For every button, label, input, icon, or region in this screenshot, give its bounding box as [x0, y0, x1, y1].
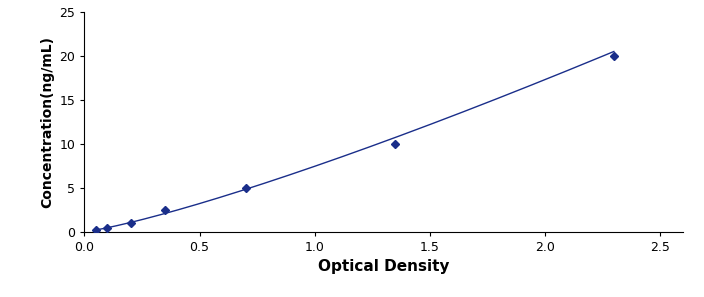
X-axis label: Optical Density: Optical Density [318, 259, 449, 274]
Y-axis label: Concentration(ng/mL): Concentration(ng/mL) [40, 36, 54, 208]
